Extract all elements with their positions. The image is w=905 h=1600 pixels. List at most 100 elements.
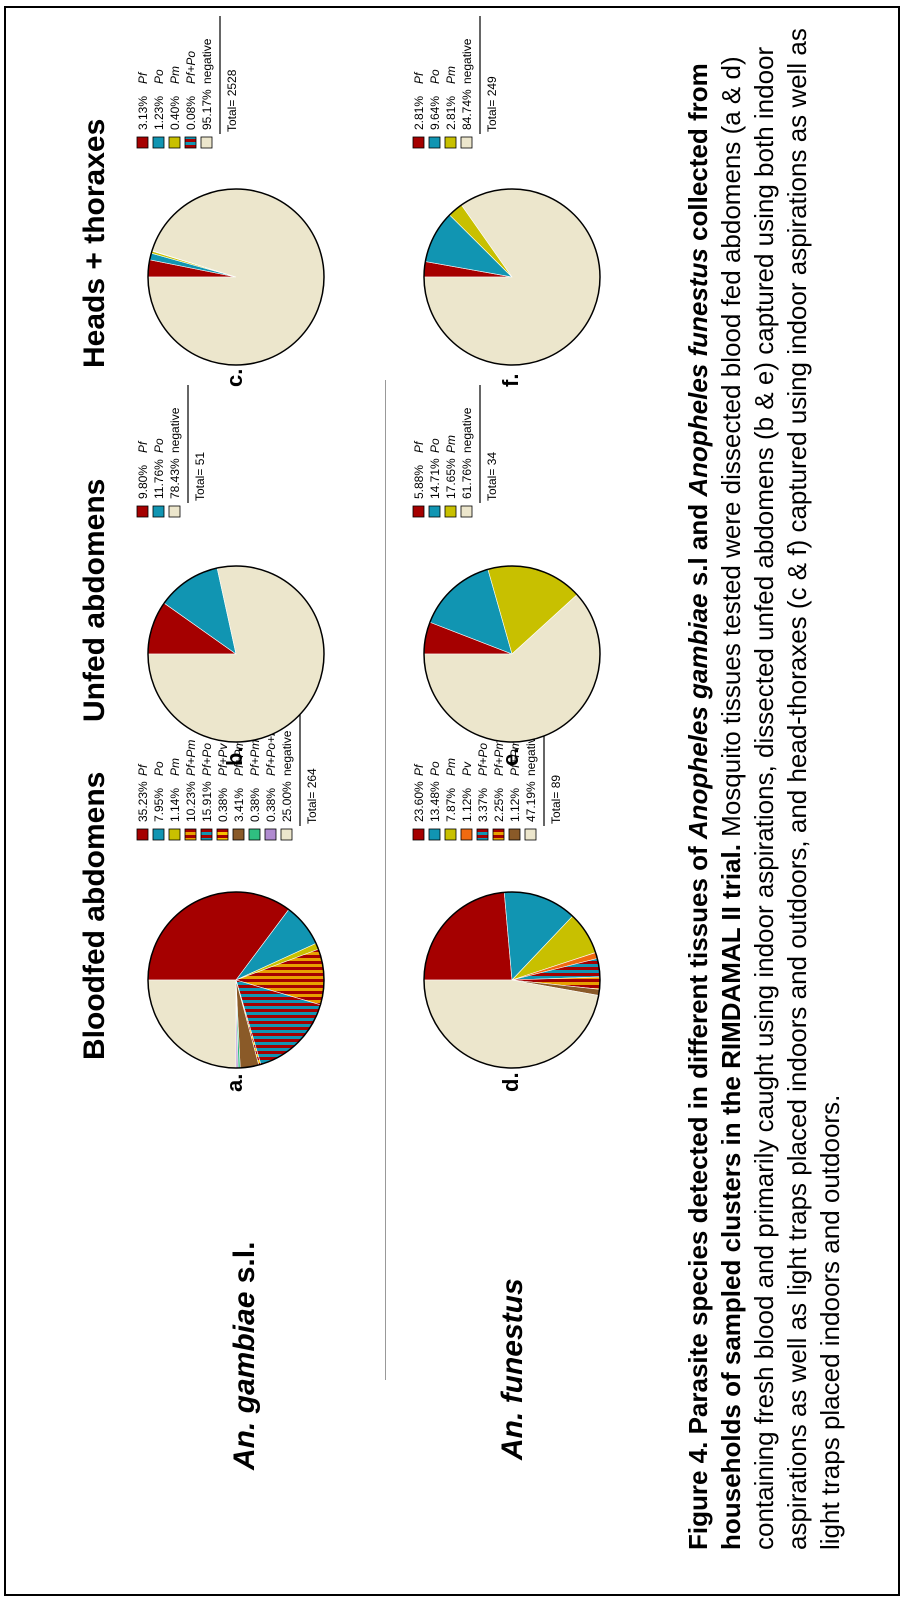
legend-label: Pf+Pm bbox=[184, 740, 198, 776]
panel-letter: f. bbox=[498, 374, 523, 387]
legend-swatch bbox=[413, 137, 424, 148]
legend-label: Pf bbox=[136, 71, 150, 84]
legend-swatch bbox=[153, 137, 164, 148]
legend-swatch bbox=[185, 829, 196, 840]
legend-label: negative bbox=[168, 407, 182, 453]
legend-swatch bbox=[137, 506, 148, 517]
legend-percent: 11.76% bbox=[152, 459, 166, 499]
legend-percent: 1.14% bbox=[168, 788, 182, 822]
legend-total: Total= 2528 bbox=[225, 69, 239, 132]
legend-percent: 14.71% bbox=[428, 458, 442, 499]
legend-swatch bbox=[413, 506, 424, 517]
legend-percent: 0.38% bbox=[216, 788, 230, 822]
caption-species1: Anopheles gambiae bbox=[683, 593, 713, 839]
legend-percent: 17.65% bbox=[444, 458, 458, 499]
legend-label: Pf+Po bbox=[184, 51, 198, 84]
legend-total: Total= 51 bbox=[193, 452, 207, 501]
legend-swatch bbox=[461, 137, 472, 148]
legend-percent: 3.37% bbox=[476, 788, 490, 822]
legend-label: Pf+Po bbox=[200, 743, 214, 776]
panel-letter: e. bbox=[498, 748, 523, 766]
panel-letter: b. bbox=[222, 746, 247, 766]
legend-percent: 13.48% bbox=[428, 781, 442, 822]
legend-label: Pf bbox=[136, 440, 150, 453]
legend-label: Pf bbox=[412, 763, 426, 776]
legend-swatch bbox=[265, 829, 276, 840]
legend-label: Po bbox=[152, 438, 166, 453]
legend-label: Pm bbox=[444, 758, 458, 776]
legend-label: Pm bbox=[168, 758, 182, 776]
legend-percent: 7.95% bbox=[152, 788, 166, 822]
legend-label: negative bbox=[460, 407, 474, 453]
legend-swatch bbox=[413, 829, 424, 840]
legend-swatch bbox=[477, 829, 488, 840]
panel-letter: d. bbox=[498, 1072, 523, 1092]
legend-percent: 5.88% bbox=[412, 465, 426, 499]
legend-swatch bbox=[429, 137, 440, 148]
legend-percent: 15.91% bbox=[200, 781, 214, 822]
legend-percent: 10.23% bbox=[184, 781, 198, 822]
legend-swatch bbox=[281, 829, 292, 840]
panel-letter: c. bbox=[222, 369, 247, 387]
legend-label: Pf bbox=[412, 71, 426, 84]
legend-percent: 1.23% bbox=[152, 96, 166, 130]
legend-label: negative bbox=[460, 38, 474, 84]
legend-label: Po bbox=[428, 438, 442, 453]
legend-percent: 2.81% bbox=[444, 96, 458, 130]
caption-figure-number: Figure 4. bbox=[683, 1442, 713, 1550]
legend-swatch bbox=[153, 506, 164, 517]
caption-title-part1: Parasite species detected in different t… bbox=[683, 839, 713, 1442]
legend-swatch bbox=[461, 829, 472, 840]
legend-swatch bbox=[201, 137, 212, 148]
legend-percent: 1.12% bbox=[460, 788, 474, 822]
legend-label: Po bbox=[428, 761, 442, 776]
legend-swatch bbox=[429, 829, 440, 840]
legend-label: Po bbox=[152, 69, 166, 84]
legend-swatch bbox=[169, 137, 180, 148]
legend-swatch bbox=[137, 137, 148, 148]
legend-total: Total= 264 bbox=[305, 768, 319, 824]
legend-swatch bbox=[137, 829, 148, 840]
legend-percent: 0.40% bbox=[168, 96, 182, 130]
legend-swatch bbox=[445, 137, 456, 148]
legend-percent: 9.64% bbox=[428, 96, 442, 130]
legend-percent: 7.87% bbox=[444, 788, 458, 822]
pie-slice-negative bbox=[148, 189, 324, 365]
legend-swatch bbox=[445, 506, 456, 517]
pie-slice-negative bbox=[424, 980, 599, 1068]
legend-percent: 35.23% bbox=[136, 781, 150, 822]
legend-swatch bbox=[429, 506, 440, 517]
figure-caption: Figure 4. Parasite species detected in d… bbox=[682, 25, 847, 1550]
legend-swatch bbox=[153, 829, 164, 840]
legend-percent: 0.08% bbox=[184, 96, 198, 130]
legend-percent: 0.38% bbox=[248, 788, 262, 822]
legend-swatch bbox=[217, 829, 228, 840]
legend-percent: 25.00% bbox=[280, 781, 294, 822]
legend-label: Pf+Po bbox=[476, 743, 490, 776]
legend-label: Pv bbox=[460, 761, 474, 776]
legend-percent: 84.74% bbox=[460, 89, 474, 130]
legend-swatch bbox=[509, 829, 520, 840]
legend-label: Pm bbox=[444, 435, 458, 453]
legend-swatch bbox=[461, 506, 472, 517]
legend-percent: 95.17% bbox=[200, 89, 214, 130]
legend-percent: 3.41% bbox=[232, 788, 246, 822]
legend-percent: 9.80% bbox=[136, 465, 150, 499]
legend-percent: 47.19% bbox=[524, 781, 538, 822]
panel-letter: a. bbox=[222, 1074, 247, 1092]
legend-swatch bbox=[169, 506, 180, 517]
legend-total: Total= 89 bbox=[549, 775, 563, 824]
pie-charts-area: a.35.23%Pf7.95%Po1.14%Pm10.23%Pf+Pm15.91… bbox=[0, 0, 680, 1600]
legend-percent: 3.13% bbox=[136, 96, 150, 130]
legend-total: Total= 249 bbox=[485, 76, 499, 132]
pie-slice-negative bbox=[148, 980, 236, 1068]
legend-total: Total= 34 bbox=[485, 452, 499, 501]
legend-label: negative bbox=[200, 38, 214, 84]
legend-label: Pm bbox=[168, 66, 182, 84]
legend-swatch bbox=[493, 829, 504, 840]
